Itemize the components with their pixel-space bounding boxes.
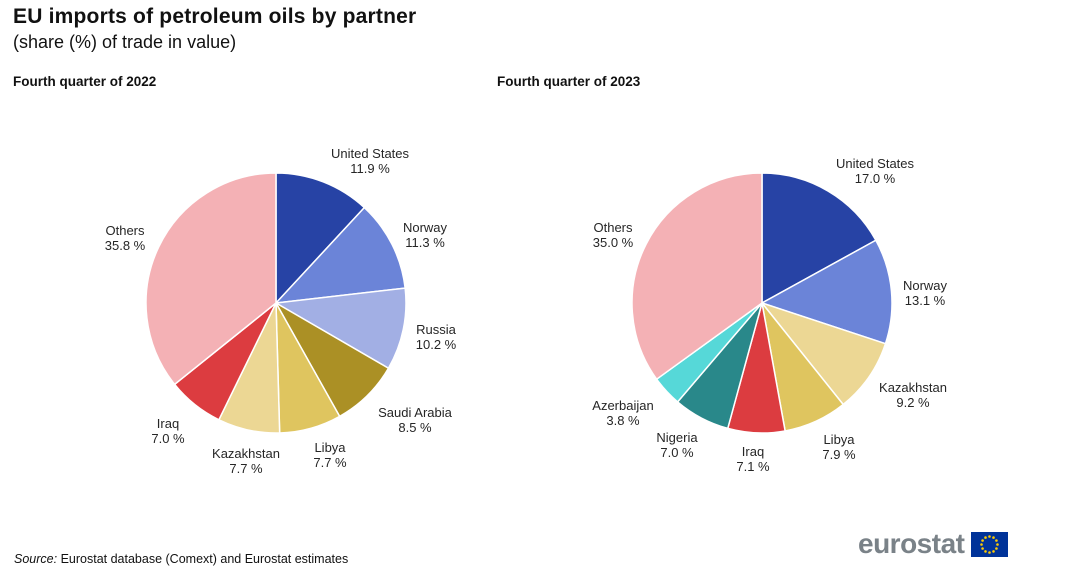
slice-label-name: Norway <box>402 220 448 235</box>
pie-2022-slice-united-states <box>275 172 366 304</box>
slice-label-name: Kazakhstan <box>212 446 280 461</box>
eurostat-logo-text: eurostat <box>858 528 965 559</box>
pie-2022-label-others: Others 35.8 % <box>105 223 145 253</box>
slice-label-value: 17.0 % <box>854 171 896 186</box>
slice-label-name: Azerbaijan <box>592 398 654 413</box>
slice-label-value: 7.1 % <box>736 459 770 474</box>
slice-label-name: Iraq <box>741 444 765 459</box>
slice-label-value: 10.2 % <box>415 337 457 352</box>
pie-2022-label-saudi-arabia: Saudi Arabia 8.5 % <box>378 405 452 435</box>
pie-2022-label-iraq: Iraq 7.0 % <box>151 416 184 446</box>
pie-2023-label-others: Others 35.0 % <box>593 220 633 250</box>
pie-2023-label-united-states: United States 17.0 % <box>836 156 914 186</box>
pie-2022-slice-norway <box>275 206 406 304</box>
pie-2022-slice-russia <box>275 287 407 369</box>
panel-title-q4-2022: Fourth quarter of 2022 <box>13 74 157 89</box>
pie-2023-slice-norway <box>761 239 893 345</box>
slice-label-value: 35.0 % <box>592 235 634 250</box>
slice-label-name: United States <box>835 156 915 171</box>
page-subtitle: (share (%) of trade in value) <box>13 32 237 52</box>
slice-label-value: 7.7 % <box>229 461 263 476</box>
slice-label-value: 11.3 % <box>405 235 445 250</box>
pie-2022-label-united-states: United States 11.9 % <box>331 146 409 176</box>
slice-label-value: 11.9 % <box>350 161 390 176</box>
slice-label-name: Libya <box>823 432 855 447</box>
pie-2022-label-libya: Libya 7.7 % <box>313 440 346 470</box>
pie-2022-slice-others <box>145 172 277 386</box>
source-text: Eurostat database (Comext) and Eurostat … <box>60 552 349 566</box>
slice-label-name: Norway <box>902 278 948 293</box>
eurostat-logo: eurostat <box>858 528 1009 559</box>
slice-label-value: 7.7 % <box>313 455 347 470</box>
slice-label-name: Others <box>593 220 633 235</box>
slice-label-name: Saudi Arabia <box>378 405 452 420</box>
slice-label-value: 35.8 % <box>104 238 146 253</box>
slice-label-name: United States <box>330 146 410 161</box>
pie-2023-label-nigeria: Nigeria 7.0 % <box>656 430 697 460</box>
panel-title-q4-2023: Fourth quarter of 2023 <box>497 74 641 89</box>
slice-label-value: 9.2 % <box>896 395 930 410</box>
pie-2023-slice-others <box>631 172 763 380</box>
slice-label-value: 7.0 % <box>660 445 694 460</box>
pie-2022-label-russia: Russia 10.2 % <box>416 322 456 352</box>
slice-label-name: Kazakhstan <box>879 380 947 395</box>
slice-label-value: 3.8 % <box>606 413 640 428</box>
pie-2023-label-libya: Libya 7.9 % <box>822 432 855 462</box>
slice-label-name: Russia <box>416 322 456 337</box>
slice-label-name: Nigeria <box>656 430 698 445</box>
source-note: Source: Eurostat database (Comext) and E… <box>14 552 348 566</box>
pie-2022-label-norway: Norway 11.3 % <box>403 220 447 250</box>
eu-flag-icon <box>971 531 1009 557</box>
pie-2023-label-azerbaijan: Azerbaijan 3.8 % <box>592 398 653 428</box>
slice-label-value: 8.5 % <box>398 420 432 435</box>
slice-label-value: 7.0 % <box>151 431 185 446</box>
pie-2023-label-norway: Norway 13.1 % <box>903 278 947 308</box>
page-title: EU imports of petroleum oils by partner <box>13 5 417 28</box>
slice-label-value: 13.1 % <box>904 293 946 308</box>
slice-label-name: Iraq <box>156 416 180 431</box>
slice-label-value: 7.9 % <box>822 447 856 462</box>
pie-2022-label-kazakhstan: Kazakhstan 7.7 % <box>212 446 280 476</box>
source-label: Source: <box>14 552 58 566</box>
pie-2023-label-iraq: Iraq 7.1 % <box>736 444 769 474</box>
slice-label-name: Libya <box>314 440 346 455</box>
pie-2023-slice-united-states <box>761 172 877 304</box>
pie-2023-label-kazakhstan: Kazakhstan 9.2 % <box>879 380 947 410</box>
slice-label-name: Others <box>105 223 145 238</box>
